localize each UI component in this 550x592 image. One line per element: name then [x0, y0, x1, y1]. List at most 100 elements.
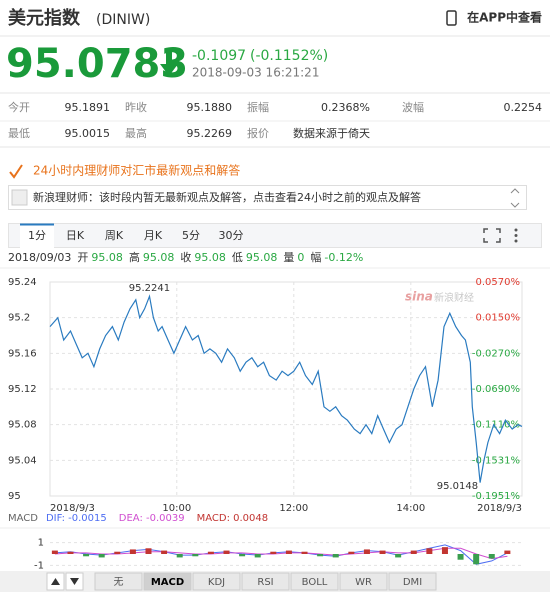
- y2-tick-label: 0.0570%: [476, 277, 521, 288]
- stat-value: 95.1880: [187, 101, 233, 114]
- change-pct: (-0.1152%): [250, 48, 328, 64]
- watermark-logo: sina: [405, 290, 433, 304]
- indicator-tab[interactable]: 无: [114, 577, 124, 588]
- tab[interactable]: 日K: [66, 229, 85, 242]
- avatar: [11, 189, 28, 206]
- info-value: 0: [297, 251, 304, 264]
- macd-bar: [379, 550, 386, 554]
- y2-tick-label: -0.0270%: [472, 348, 520, 359]
- indicator-tab-bg[interactable]: [339, 572, 388, 591]
- info-value: 95.08: [143, 251, 175, 264]
- indicator-tab-bg[interactable]: [143, 572, 192, 591]
- macd-bar: [98, 554, 105, 558]
- info-value: 95.08: [91, 251, 123, 264]
- indicator-tab[interactable]: MACD: [151, 577, 184, 588]
- indicator-tab[interactable]: KDJ: [208, 577, 225, 588]
- y2-tick-label: -0.1110%: [472, 420, 520, 431]
- y2-tick-label: 0.0150%: [476, 313, 521, 324]
- tab[interactable]: 月K: [144, 229, 163, 242]
- stat-value: 0.2254: [504, 101, 543, 114]
- indicator-line: [54, 544, 508, 565]
- macd-bar: [67, 551, 74, 554]
- stat-value: 95.1891: [65, 101, 111, 114]
- y2-tick-label: -0.0690%: [472, 384, 520, 395]
- scroll-arrows[interactable]: [510, 188, 520, 208]
- stat-value: 0.2368%: [321, 101, 370, 114]
- code: (DINIW): [96, 12, 150, 28]
- indicator-line: [54, 547, 508, 560]
- macd-bar: [192, 554, 199, 557]
- info-label: 低: [232, 251, 243, 264]
- macd-bar: [254, 554, 261, 558]
- indicator-tab-bg[interactable]: [94, 572, 143, 591]
- down-arrow: [160, 48, 178, 76]
- x-tick-label: 2018/9/3: [50, 503, 95, 514]
- price: 95.0783: [6, 41, 188, 87]
- indicator-tab-bg[interactable]: [241, 572, 290, 591]
- stat-value: 95.0015: [65, 127, 111, 140]
- stat-label: 振幅: [247, 100, 269, 114]
- x-tick-label: 12:00: [279, 503, 308, 514]
- macd-bar: [207, 551, 214, 554]
- info-date: 2018/09/03: [8, 251, 71, 264]
- y2-tick-label: -0.1531%: [472, 455, 520, 466]
- title: 美元指数: [8, 7, 81, 29]
- macd-bar: [223, 550, 230, 554]
- y-tick-label: 95.04: [8, 455, 37, 466]
- price-line: [49, 294, 523, 483]
- tab[interactable]: 5分: [182, 229, 200, 242]
- macd-bar: [410, 550, 417, 554]
- macd-bar: [317, 554, 324, 557]
- indicator-tab[interactable]: DMI: [403, 577, 422, 588]
- tab-selected-bg: [20, 224, 54, 248]
- change: -0.1097: [192, 48, 246, 64]
- indicator-tab[interactable]: RSI: [257, 577, 273, 588]
- indicator-tab-bg[interactable]: [192, 572, 241, 591]
- indicator-tab-bg[interactable]: [290, 572, 339, 591]
- macd-bar: [426, 548, 433, 554]
- stat-value: 数据来源于倚天: [293, 126, 370, 140]
- advisor-message[interactable]: 新浪理财师：该时段内暂无最新观点及解答，点击查看24小时之前的观点及解答: [33, 190, 421, 204]
- indicator-tab-bg[interactable]: [388, 572, 437, 591]
- macd-bar: [473, 554, 480, 565]
- tab[interactable]: 30分: [219, 229, 244, 242]
- indicator-tab[interactable]: BOLL: [302, 577, 328, 588]
- legend-entry: DIF: -0.0015: [46, 513, 107, 524]
- more-icon[interactable]: [514, 228, 518, 243]
- macd-bar: [161, 550, 168, 554]
- annotation: 95.2241: [129, 283, 170, 294]
- annotation: 95.0148: [437, 481, 478, 492]
- macd-bar: [332, 554, 339, 558]
- y2-tick-label: -0.1951%: [472, 491, 520, 502]
- y-tick-label: 95.08: [8, 420, 37, 431]
- macd-bar: [176, 554, 183, 558]
- fullscreen-icon[interactable]: [483, 228, 501, 243]
- info-label: 高: [129, 250, 140, 264]
- info-value: 95.08: [246, 251, 278, 264]
- stat-label: 报价: [247, 126, 269, 140]
- macd-bar: [301, 551, 308, 554]
- tab[interactable]: 1分: [28, 229, 46, 242]
- macd-bar: [441, 547, 448, 554]
- legend-entry: DEA: -0.0039: [119, 513, 185, 524]
- y-tick-label: 1: [38, 538, 44, 549]
- y-tick-label: 95.2: [8, 313, 30, 324]
- app-link[interactable]: 在APP中查看: [467, 10, 542, 25]
- info-label: 收: [180, 250, 191, 264]
- macd-bar: [457, 554, 464, 560]
- legend-entry: MACD: 0.0048: [197, 513, 269, 524]
- info-label: 开: [77, 251, 88, 264]
- info-value: 95.08: [194, 251, 226, 264]
- indicator-tab[interactable]: WR: [355, 577, 372, 588]
- quote-time: 2018-09-03 16:21:21: [192, 66, 319, 80]
- y-tick-label: 95.12: [8, 384, 37, 395]
- advisor-banner[interactable]: 24小时内理财师对汇市最新观点和解答: [33, 163, 240, 178]
- macd-bar: [145, 548, 152, 554]
- phone-icon: [446, 10, 457, 26]
- stat-value: 95.2269: [187, 127, 233, 140]
- x-tick-label: 14:00: [396, 503, 425, 514]
- tab[interactable]: 周K: [105, 229, 124, 242]
- info-value: -0.12%: [324, 251, 363, 264]
